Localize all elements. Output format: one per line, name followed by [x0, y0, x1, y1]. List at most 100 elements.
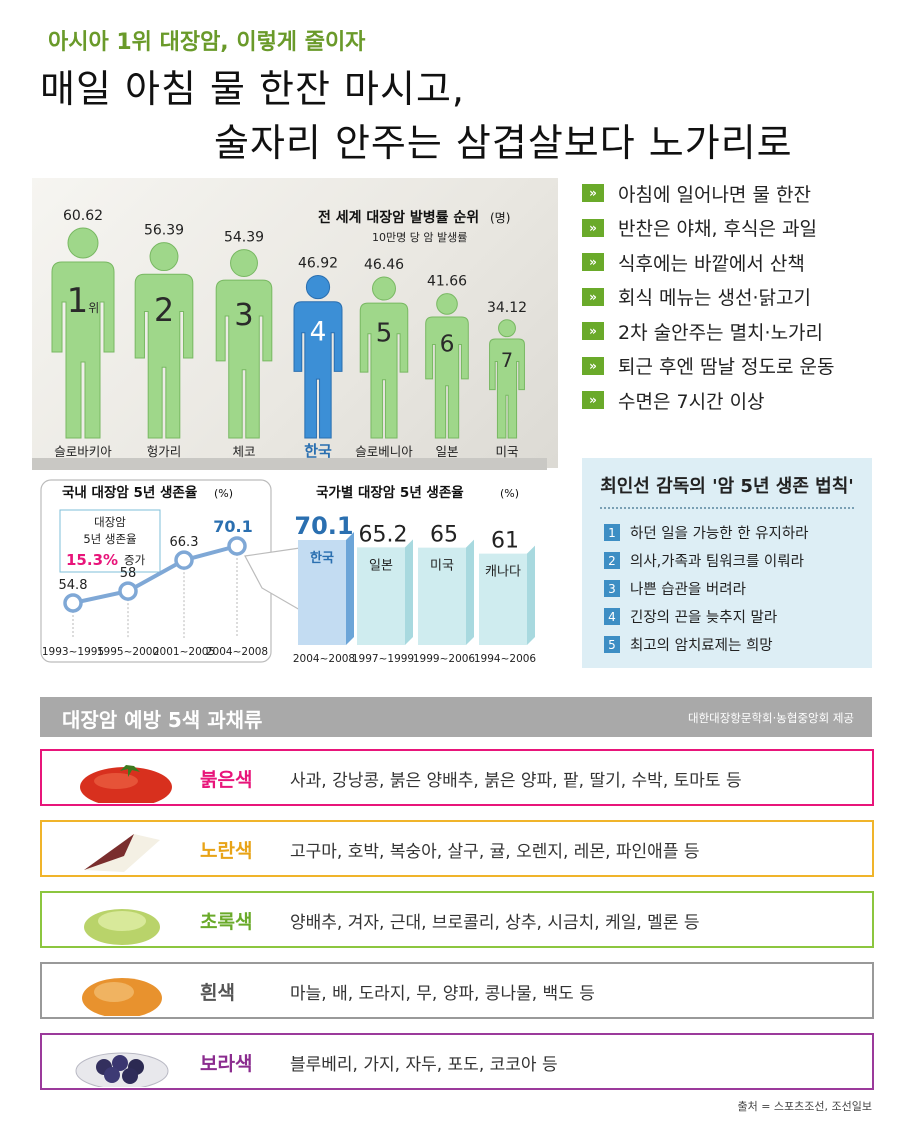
value-label: 46.92 — [298, 255, 338, 271]
veg-color-name: 붉은색 — [200, 769, 253, 791]
country-survival-chart: 국가별 대장암 5년 생존율 (%) 70.1 한국 2004~2008 65.2 일본… — [293, 484, 537, 665]
annotation-line-2: 5년 생존율 — [83, 532, 136, 546]
rank-number: 7 — [501, 349, 513, 372]
rule-number: 5 — [604, 636, 620, 653]
double-chevron-icon: » — [582, 184, 604, 203]
figure-body — [489, 338, 525, 439]
headline-line-1: 매일 아침 물 한잔 마시고, — [40, 67, 465, 111]
rule-number: 2 — [604, 552, 620, 569]
bar-side — [346, 532, 354, 645]
country-label: 체코 — [232, 444, 255, 459]
line-chart-title: 국내 대장암 5년 생존율 — [62, 484, 197, 501]
line-x-label: 2001~2005 — [153, 646, 215, 658]
survival-line — [72, 544, 238, 605]
tip-text: 수면은 7시간 이상 — [618, 390, 765, 413]
annotation-growth-value: 15.3% — [66, 551, 118, 569]
figure-body — [51, 261, 115, 439]
figure-body — [215, 279, 273, 439]
ranking-chart-title: 전 세계 대장암 발병률 순위 — [318, 209, 479, 226]
tip-item: » 반찬은 야채, 후식은 과일 — [582, 211, 902, 246]
bar-side — [527, 545, 535, 645]
bar-country-label: 미국 — [430, 559, 454, 574]
line-value-label: 58 — [120, 566, 137, 581]
tip-item: » 퇴근 후엔 땀날 정도로 운동 — [582, 349, 902, 384]
domestic-survival-chart: 국내 대장암 5년 생존율 (%) 대장암 5년 생존율 15.3% 증가 54… — [40, 479, 272, 663]
veg-section-title: 대장암 예방 5색 과채류 — [62, 708, 263, 732]
line-value-label: 66.3 — [170, 535, 199, 550]
bar-country-label: 일본 — [369, 558, 393, 573]
figure-head — [230, 249, 258, 277]
annotation-line-1: 대장암 — [94, 515, 126, 529]
rule-text: 최고의 암치료제는 희망 — [630, 638, 773, 654]
veg-color-name: 보라색 — [200, 1053, 253, 1075]
figure-body — [293, 301, 343, 439]
survival-rules-box: 최인선 감독의 '암 5년 생존 법칙' 1 하던 일을 가능한 한 유지하라 2 의… — [582, 458, 872, 668]
source-credit: 출처 = 스포츠조선, 조선일보 — [737, 1100, 872, 1113]
country-label: 슬로바키아 — [54, 444, 112, 459]
tip-item: » 2차 술안주는 멸치·노가리 — [582, 314, 902, 349]
rank-suffix: 위 — [88, 301, 99, 315]
ranking-chart-floor — [32, 458, 547, 470]
rule-item: 5 최고의 암치료제는 희망 — [604, 634, 773, 655]
line-point — [227, 536, 247, 556]
value-label: 34.12 — [487, 300, 527, 316]
ranking-figures: 1위60.62슬로바키아256.39헝가리354.39체코446.92한국546… — [51, 208, 527, 460]
bar-front — [298, 540, 346, 645]
world-ranking-chart: 전 세계 대장암 발병률 순위 (명) 10만명 당 암 발생률 1위60.62… — [51, 208, 527, 460]
veg-row: 보라색 블루베리, 가지, 자두, 포도, 코코아 등 — [40, 1033, 874, 1090]
bar-value-label: 65 — [430, 523, 458, 548]
figure-1: 2 56.39 헝가리 — [134, 223, 194, 459]
bar-front — [418, 547, 466, 645]
rank-number: 3 — [234, 298, 253, 333]
bar-period-label: 2004~2008 — [293, 653, 355, 665]
rule-item: 1 하던 일을 가능한 한 유지하라 — [604, 522, 809, 543]
line-point — [174, 550, 194, 570]
rule-text: 나쁜 습관을 버려라 — [630, 582, 746, 598]
bar-country-label: 한국 — [310, 550, 334, 566]
figure-4: 5 46.46 슬로베니아 — [355, 257, 413, 459]
food-illustration — [64, 897, 174, 949]
rules-divider — [600, 507, 854, 509]
food-illustration — [64, 1039, 174, 1091]
food-illustration — [64, 826, 174, 878]
country-chart-title: 국가별 대장암 5년 생존율 — [316, 484, 464, 501]
line-x-label: 2004~2008 — [206, 646, 268, 658]
figure-body — [134, 273, 194, 439]
line-point — [118, 581, 138, 601]
figure-body — [425, 316, 469, 439]
veg-section-credit: 대한대장항문학회·농협중앙회 제공 — [687, 711, 854, 725]
veg-row: 노란색 고구마, 호박, 복숭아, 살구, 귤, 오렌지, 레몬, 파인애플 등 — [40, 820, 874, 877]
rule-item: 2 의사,가족과 팀워크를 이뤄라 — [604, 550, 804, 571]
country-bars: 70.1 한국 2004~2008 65.2 일본 1997~1999 65 미국 1999~2… — [293, 512, 537, 665]
veg-items: 고구마, 호박, 복숭아, 살구, 귤, 오렌지, 레몬, 파인애플 등 — [290, 842, 700, 862]
figure-body — [359, 302, 409, 439]
line-value-label: 70.1 — [213, 517, 252, 536]
country-label: 미국 — [495, 444, 518, 459]
growth-annotation-box — [59, 509, 161, 573]
veg-row: 초록색 양배추, 겨자, 근대, 브로콜리, 상추, 시금치, 케일, 멜론 등 — [40, 891, 874, 948]
double-chevron-icon: » — [582, 218, 604, 237]
double-chevron-icon: » — [582, 287, 604, 306]
line-x-label: 1993~1995 — [42, 646, 104, 658]
veg-color-name: 흰색 — [200, 982, 235, 1004]
rank-number: 4 — [310, 317, 327, 347]
bar-side — [405, 539, 413, 645]
tip-text: 퇴근 후엔 땀날 정도로 운동 — [618, 356, 835, 379]
country-bar-3: 61 캐나다 1994~2006 — [474, 529, 537, 665]
ranking-chart-title-unit: (명) — [490, 211, 510, 225]
country-bar-2: 65 미국 1999~2006 — [413, 523, 476, 665]
country-label: 일본 — [435, 444, 458, 459]
figure-head — [372, 276, 396, 301]
figure-6: 7 34.12 미국 — [487, 300, 527, 459]
bar-front — [479, 553, 527, 645]
headline-line-2: 술자리 안주는 삼겹살보다 노가리로 — [214, 121, 793, 165]
bar-value-label: 65.2 — [359, 522, 408, 547]
food-illustration — [64, 968, 174, 1020]
bar-side — [466, 539, 474, 645]
figure-5: 6 41.66 일본 — [425, 274, 469, 459]
tip-item: » 회식 메뉴는 생선·닭고기 — [582, 280, 902, 315]
rule-text: 긴장의 끈을 늦추지 말라 — [630, 610, 778, 626]
tip-item: » 수면은 7시간 이상 — [582, 383, 902, 418]
survival-line-series: 54.8 1993~1995 58 1995~2000 66.3 2001~2005 70.… — [42, 517, 268, 658]
double-chevron-icon: » — [582, 253, 604, 272]
